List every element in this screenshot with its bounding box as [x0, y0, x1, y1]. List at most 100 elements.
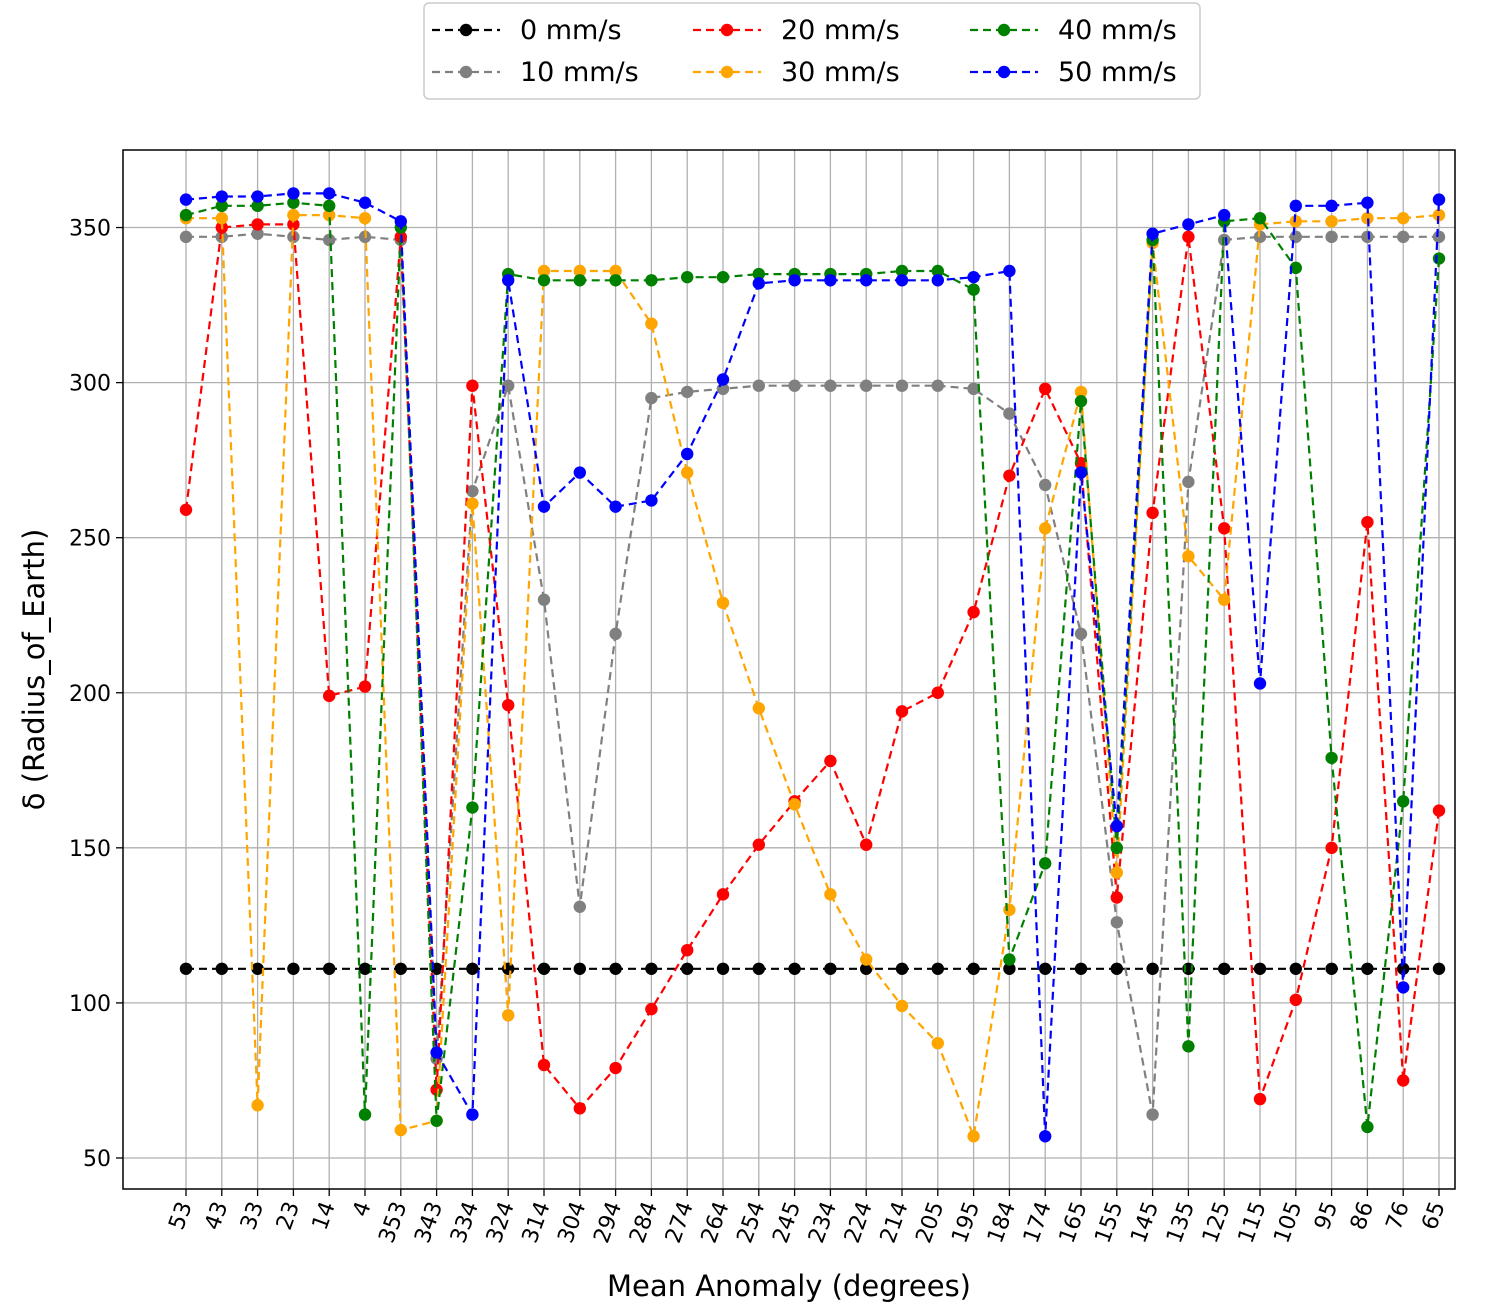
data-point	[824, 962, 837, 975]
series-line	[185, 201, 1441, 1128]
legend-label: 20 mm/s	[781, 15, 900, 46]
data-point	[1039, 962, 1052, 975]
legend-item: 10 mm/s	[432, 57, 639, 88]
data-point	[1039, 1130, 1052, 1143]
data-point	[860, 274, 873, 287]
data-point	[895, 379, 909, 392]
data-point	[1003, 469, 1016, 482]
data-point	[215, 962, 228, 975]
x-tick-label: 274	[661, 1199, 699, 1247]
data-point	[287, 208, 300, 222]
data-point	[1146, 1108, 1159, 1121]
data-point	[215, 212, 228, 225]
data-point	[358, 1108, 372, 1121]
data-point	[681, 447, 694, 461]
data-point	[1361, 515, 1374, 529]
data-point	[573, 466, 586, 479]
x-tick-label: 14	[308, 1199, 341, 1234]
data-point	[323, 199, 336, 213]
x-tick-label: 33	[236, 1199, 269, 1234]
series-line	[186, 214, 1440, 1141]
data-point	[287, 962, 300, 975]
x-tick-label: 184	[983, 1199, 1021, 1247]
data-point	[1253, 1092, 1267, 1106]
data-point	[788, 962, 801, 975]
data-point	[1003, 903, 1016, 917]
x-tick-label: 4	[348, 1199, 376, 1221]
x-tick-label: 224	[840, 1199, 878, 1247]
x-tick-label: 334	[446, 1199, 484, 1247]
data-point	[1110, 819, 1124, 833]
x-tick-label: 314	[518, 1199, 556, 1247]
x-tick-label: 294	[589, 1199, 627, 1247]
data-point	[1432, 252, 1446, 265]
data-point	[573, 264, 586, 278]
data-point	[1218, 208, 1231, 222]
x-tick-label: 254	[733, 1199, 771, 1247]
data-point	[1110, 962, 1124, 975]
data-point	[358, 212, 372, 225]
data-point	[931, 686, 944, 699]
data-point	[860, 838, 873, 851]
x-tick-label: 53	[165, 1199, 198, 1234]
data-point	[895, 999, 909, 1013]
data-point	[681, 270, 694, 284]
legend-marker	[997, 65, 1011, 79]
data-point	[609, 1061, 622, 1075]
data-point	[537, 1058, 551, 1072]
data-point	[1074, 457, 1088, 470]
data-point	[1218, 962, 1231, 975]
data-point	[1397, 212, 1410, 225]
data-point	[967, 1130, 980, 1143]
data-point	[967, 283, 980, 296]
data-point	[967, 270, 980, 284]
y-tick-label: 100	[69, 992, 111, 1017]
data-point	[573, 900, 586, 913]
data-point	[1289, 199, 1303, 213]
legend-marker	[459, 65, 473, 79]
data-point	[752, 379, 765, 392]
data-point	[537, 274, 551, 287]
data-point	[1218, 522, 1231, 535]
legend-marker	[997, 23, 1011, 37]
data-point	[967, 382, 980, 396]
data-point	[895, 274, 909, 287]
data-point	[931, 264, 944, 278]
x-tick-label: 324	[482, 1199, 520, 1247]
data-point	[537, 593, 551, 606]
data-point	[1289, 215, 1303, 228]
data-point	[1289, 261, 1303, 275]
data-point	[609, 962, 622, 975]
data-point	[645, 391, 658, 405]
data-point	[323, 962, 336, 975]
data-point	[179, 230, 193, 244]
data-point	[466, 497, 479, 510]
x-axis-ticks: 53 43 33 23 14 435334333432431430429428427426…	[165, 1189, 1451, 1247]
data-point	[251, 227, 264, 240]
data-point	[537, 264, 551, 278]
data-point	[358, 196, 372, 209]
data-point	[860, 379, 873, 392]
x-tick-label: 23	[272, 1199, 305, 1234]
data-point	[609, 627, 622, 641]
series-layer	[179, 187, 1446, 1143]
data-point	[1253, 962, 1267, 975]
y-axis-ticks: 50 100 150 200 250 300 350	[69, 217, 123, 1172]
series-10-mm-s	[179, 227, 1446, 1121]
data-point	[179, 962, 193, 975]
data-point	[895, 264, 909, 278]
data-point	[394, 215, 407, 228]
y-tick-label: 200	[69, 682, 111, 707]
data-point	[1432, 208, 1446, 222]
data-point	[716, 888, 730, 901]
data-point	[645, 962, 658, 975]
data-point	[179, 208, 193, 222]
data-point	[681, 466, 694, 479]
data-point	[1003, 264, 1016, 278]
data-point	[1074, 466, 1088, 479]
x-tick-label: 343	[410, 1199, 448, 1247]
x-tick-label: 76	[1382, 1199, 1415, 1234]
data-point	[1218, 593, 1231, 606]
data-point	[716, 962, 730, 975]
